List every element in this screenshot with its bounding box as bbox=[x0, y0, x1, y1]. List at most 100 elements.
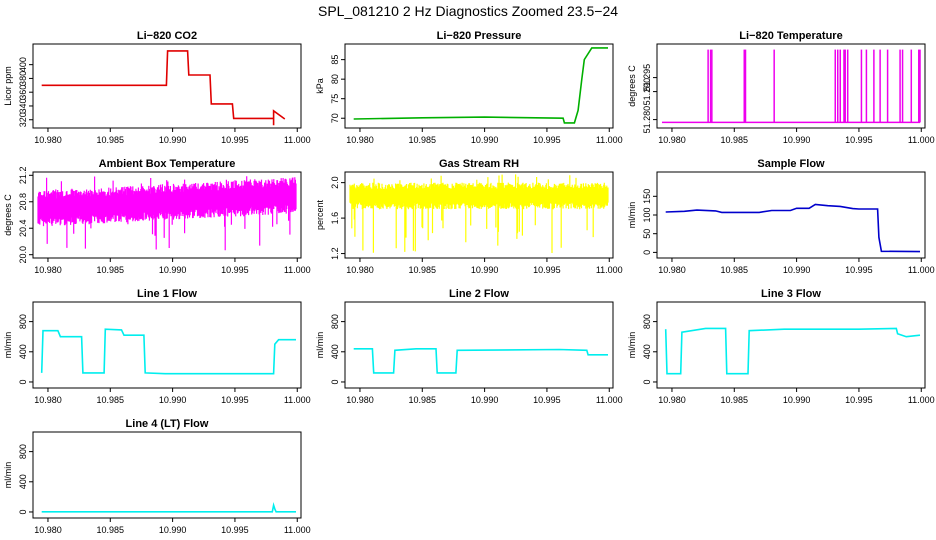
panel-co2: Li−820 CO2 Licor ppm 10.980 10.985 10.990 10.… bbox=[3, 30, 311, 145]
y-tick-label: 21.2 bbox=[18, 167, 28, 185]
plot-area bbox=[665, 203, 921, 253]
panel-title: Line 4 (LT) Flow bbox=[126, 418, 209, 430]
y-tick-label: 51.295 bbox=[642, 64, 652, 92]
y-tick-label: 400 bbox=[642, 344, 652, 359]
y-axis-label: ml/min bbox=[627, 332, 637, 359]
x-tick-label: 10.990 bbox=[159, 135, 187, 145]
x-tick-label: 11.000 bbox=[908, 265, 935, 275]
y-axis-label: ml/min bbox=[315, 332, 325, 359]
y-axis-label: ml/min bbox=[3, 332, 13, 359]
panel-title: Line 3 Flow bbox=[761, 288, 821, 300]
plot-frame bbox=[656, 43, 926, 129]
y-tick-label: 400 bbox=[18, 344, 28, 359]
x-tick-label: 10.995 bbox=[533, 395, 561, 405]
panel-line2: Line 2 Flow ml/min 10.980 10.985 10.990 10.99… bbox=[315, 288, 623, 405]
x-tick-label: 10.990 bbox=[783, 395, 811, 405]
plot-area bbox=[661, 49, 921, 124]
y-tick-label: 800 bbox=[18, 444, 28, 459]
panel-title: Li−820 CO2 bbox=[137, 30, 197, 42]
y-tick-label: 360 bbox=[18, 85, 28, 100]
x-tick-label: 10.990 bbox=[159, 395, 187, 405]
x-tick-label: 10.995 bbox=[221, 135, 249, 145]
x-tick-label: 10.985 bbox=[721, 395, 749, 405]
x-tick-label: 10.990 bbox=[783, 135, 811, 145]
y-tick-label: 380 bbox=[18, 71, 28, 86]
y-tick-label: 70 bbox=[330, 113, 340, 123]
plot-area bbox=[664, 327, 921, 375]
x-tick-label: 10.980 bbox=[34, 135, 62, 145]
x-tick-label: 10.985 bbox=[97, 395, 125, 405]
y-tick-label: 1.2 bbox=[330, 247, 340, 260]
y-tick-label: 0 bbox=[642, 250, 652, 255]
x-tick-label: 11.000 bbox=[284, 525, 311, 535]
x-tick-label: 11.000 bbox=[596, 135, 623, 145]
x-tick-label: 11.000 bbox=[596, 265, 623, 275]
plot-area bbox=[37, 176, 297, 251]
y-tick-label: 20.4 bbox=[18, 219, 28, 237]
plot-frame bbox=[32, 43, 302, 129]
y-tick-label: 0 bbox=[642, 379, 652, 384]
plot-frame bbox=[656, 301, 926, 389]
plot-area bbox=[41, 50, 286, 126]
y-tick-label: 51.280 bbox=[642, 106, 652, 134]
panel-title: Line 1 Flow bbox=[137, 288, 197, 300]
series-line bbox=[40, 328, 296, 375]
panel-title: Gas Stream RH bbox=[439, 158, 519, 170]
y-tick-label: 20.0 bbox=[18, 246, 28, 264]
y-axis-label: kPa bbox=[315, 78, 325, 94]
x-tick-label: 10.995 bbox=[845, 135, 873, 145]
series-line bbox=[349, 174, 609, 253]
x-tick-label: 11.000 bbox=[284, 135, 311, 145]
x-tick-label: 10.980 bbox=[34, 265, 62, 275]
plot-frame bbox=[656, 171, 926, 259]
y-tick-label: 80 bbox=[330, 74, 340, 84]
y-tick-label: 150 bbox=[642, 189, 652, 204]
panel-title: Sample Flow bbox=[757, 158, 825, 170]
panel-title: Li−820 Temperature bbox=[739, 30, 842, 42]
panel-title: Ambient Box Temperature bbox=[99, 158, 236, 170]
x-tick-label: 11.000 bbox=[908, 135, 935, 145]
x-tick-label: 10.995 bbox=[221, 265, 249, 275]
x-tick-label: 10.985 bbox=[721, 265, 749, 275]
x-tick-label: 10.985 bbox=[97, 265, 125, 275]
x-tick-label: 10.985 bbox=[409, 395, 437, 405]
x-tick-label: 10.980 bbox=[346, 395, 374, 405]
y-tick-label: 400 bbox=[18, 474, 28, 489]
x-tick-label: 10.985 bbox=[721, 135, 749, 145]
panel-rh: Gas Stream RH percent 10.980 10.985 10.990 10… bbox=[315, 158, 623, 275]
x-tick-label: 10.990 bbox=[159, 525, 187, 535]
y-tick-label: 400 bbox=[18, 57, 28, 72]
plot-frame bbox=[32, 171, 302, 259]
x-tick-label: 10.980 bbox=[658, 135, 686, 145]
series-line bbox=[41, 50, 286, 126]
y-tick-label: 0 bbox=[18, 509, 28, 514]
plot-area bbox=[353, 47, 608, 124]
y-tick-label: 800 bbox=[330, 314, 340, 329]
panel-title: Li−820 Pressure bbox=[437, 30, 522, 42]
y-axis-label: ml/min bbox=[3, 462, 13, 489]
y-tick-label: 2.0 bbox=[330, 176, 340, 189]
series-line bbox=[353, 47, 608, 124]
x-tick-label: 10.995 bbox=[845, 265, 873, 275]
panel-line3: Line 3 Flow ml/min 10.980 10.985 10.990 10.99… bbox=[627, 288, 935, 405]
y-axis-label: Licor ppm bbox=[3, 66, 13, 106]
y-tick-label: 75 bbox=[330, 94, 340, 104]
x-tick-label: 10.990 bbox=[471, 395, 499, 405]
y-tick-label: 0 bbox=[330, 379, 340, 384]
plot-frame bbox=[32, 301, 302, 389]
x-tick-label: 10.990 bbox=[159, 265, 187, 275]
series-line bbox=[665, 203, 921, 253]
y-tick-label: 20.8 bbox=[18, 193, 28, 211]
x-tick-label: 11.000 bbox=[284, 395, 311, 405]
x-tick-label: 10.980 bbox=[346, 135, 374, 145]
x-tick-label: 10.985 bbox=[409, 265, 437, 275]
series-line bbox=[353, 347, 608, 374]
y-tick-label: 800 bbox=[642, 314, 652, 329]
figure-title: SPL_081210 2 Hz Diagnostics Zoomed 23.5−… bbox=[318, 3, 618, 19]
x-tick-label: 10.995 bbox=[533, 135, 561, 145]
x-tick-label: 10.985 bbox=[97, 135, 125, 145]
x-tick-label: 10.980 bbox=[658, 395, 686, 405]
x-tick-label: 10.985 bbox=[97, 525, 125, 535]
series-line bbox=[37, 176, 297, 251]
